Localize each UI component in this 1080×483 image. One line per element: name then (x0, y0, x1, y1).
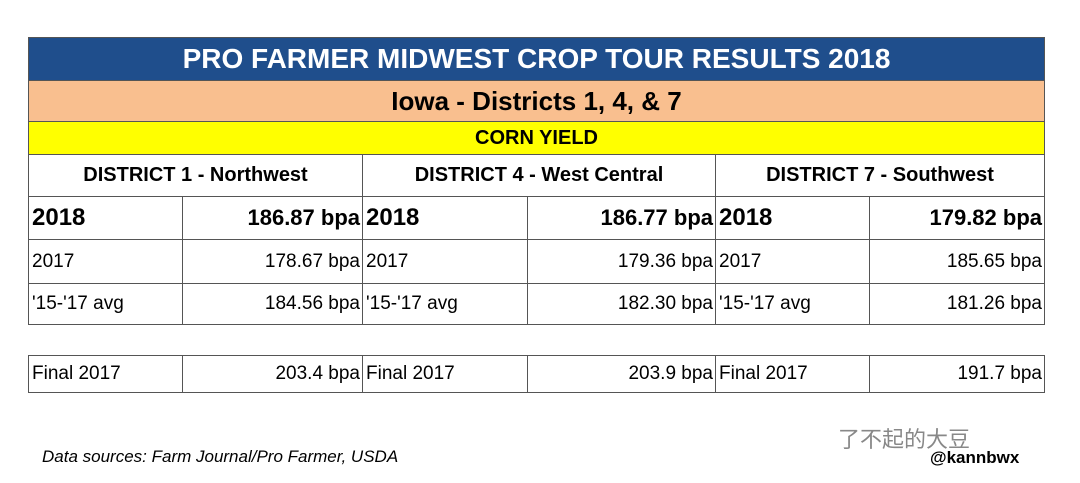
row-label: '15-'17 avg (28, 284, 183, 325)
row-value: 182.30 bpa (528, 284, 716, 325)
row-label: 2017 (716, 240, 870, 284)
row-value: 186.87 bpa (183, 197, 363, 240)
row-label: '15-'17 avg (363, 284, 528, 325)
row-value: 186.77 bpa (528, 197, 716, 240)
row-value: 184.56 bpa (183, 284, 363, 325)
final-value: 191.7 bpa (870, 355, 1045, 393)
row-label: 2017 (28, 240, 183, 284)
row-value: 179.36 bpa (528, 240, 716, 284)
final-label: Final 2017 (363, 355, 528, 393)
row-value: 185.65 bpa (870, 240, 1045, 284)
row-label: 2018 (363, 197, 528, 240)
final-label: Final 2017 (716, 355, 870, 393)
final-value: 203.9 bpa (528, 355, 716, 393)
row-label: 2018 (28, 197, 183, 240)
watermark: 了不起的大豆 (838, 427, 971, 452)
title: PRO FARMER MIDWEST CROP TOUR RESULTS 201… (28, 37, 1045, 80)
row-label: 2017 (363, 240, 528, 284)
subtitle: Iowa - Districts 1, 4, & 7 (28, 80, 1045, 121)
district-header: DISTRICT 4 - West Central (363, 155, 716, 197)
source: Data sources: Farm Journal/Pro Farmer, U… (42, 447, 399, 466)
row-value: 181.26 bpa (870, 284, 1045, 325)
row-label: '15-'17 avg (716, 284, 870, 325)
row-value: 179.82 bpa (870, 197, 1045, 240)
row-value: 178.67 bpa (183, 240, 363, 284)
district-header: DISTRICT 7 - Southwest (716, 155, 1045, 197)
final-label: Final 2017 (28, 355, 183, 393)
final-value: 203.4 bpa (183, 355, 363, 393)
row-label: 2018 (716, 197, 870, 240)
district-header: DISTRICT 1 - Northwest (28, 155, 363, 197)
handle: @kannbwx (930, 448, 1020, 467)
section: CORN YIELD (28, 121, 1045, 155)
